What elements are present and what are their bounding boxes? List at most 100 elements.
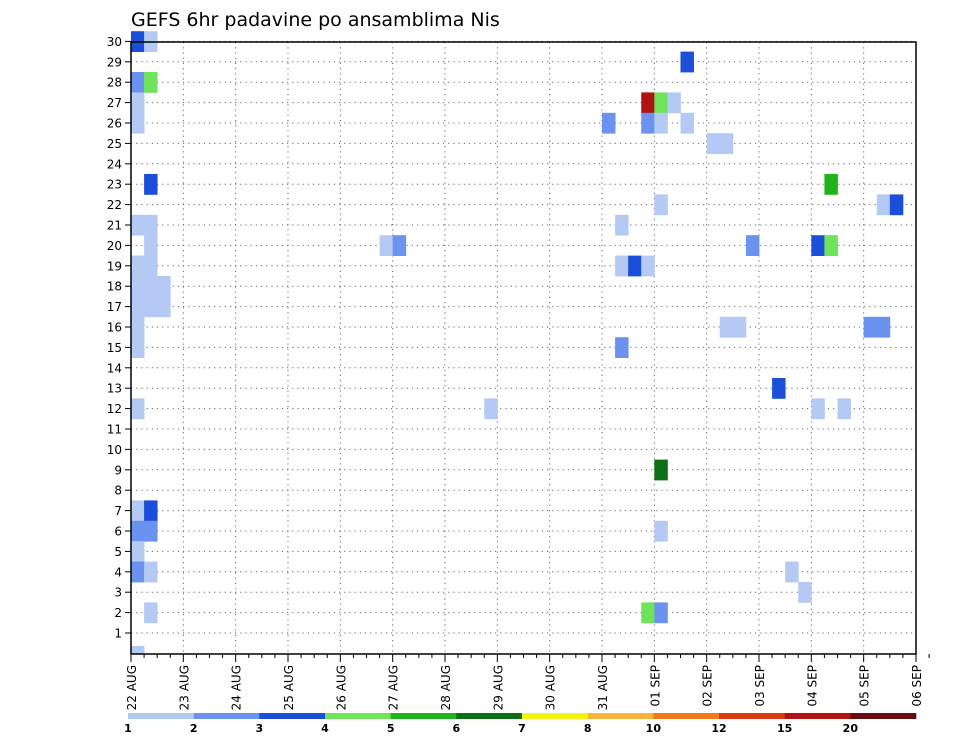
heatmap-cell (392, 235, 407, 256)
heatmap-cell (131, 296, 145, 318)
heatmap-cell (131, 561, 145, 583)
heatmap-cell (654, 112, 668, 134)
x-tick-label: 27 AUG (387, 665, 401, 710)
y-tick-label: 29 (107, 55, 122, 69)
colorbar-swatch (653, 713, 720, 719)
colorbar-swatch (784, 713, 851, 719)
y-tick-label: 12 (107, 402, 122, 416)
colorbar-swatch (850, 713, 917, 719)
heatmap-cell (654, 459, 668, 481)
y-tick-label: 22 (107, 198, 122, 212)
x-tick-label: 29 AUG (491, 665, 505, 710)
heatmap-cell (824, 235, 838, 256)
x-tick-label: 01 SEP (648, 665, 662, 707)
y-tick-label: 19 (107, 259, 122, 273)
colorbar-label: 12 (711, 722, 726, 735)
y-tick-label: 18 (107, 280, 122, 294)
heatmap-cell (641, 255, 655, 277)
y-tick-label: 14 (107, 361, 122, 375)
heatmap-cell (798, 582, 812, 603)
colorbar-swatch (128, 713, 194, 719)
heatmap-cell (837, 398, 851, 420)
heatmap-cell (889, 194, 904, 216)
heatmap-cell (615, 337, 629, 358)
y-tick-label: 10 (107, 443, 122, 457)
y-tick-label: 5 (114, 545, 122, 559)
chart-title: GEFS 6hr padavine po ansamblima Nis (131, 9, 500, 31)
colorbar-swatch (259, 713, 326, 719)
heatmap-cell (615, 214, 629, 236)
x-tick-label: 02 SEP (701, 665, 715, 707)
y-tick-label: 16 (107, 321, 122, 335)
colorbar-label: 4 (321, 722, 329, 735)
heatmap-cell (157, 296, 171, 318)
colorbar-swatch (522, 713, 588, 719)
colorbar-label: 5 (387, 722, 395, 735)
y-tick-label: 25 (107, 137, 122, 151)
y-tick-label: 17 (107, 300, 122, 314)
colorbar-label: 1 (124, 722, 132, 735)
heatmap-cell (641, 602, 655, 624)
y-tick-label: 28 (107, 76, 122, 90)
colorbar-label: 10 (646, 722, 662, 735)
heatmap-cell (131, 500, 145, 522)
colorbar-label: 6 (453, 722, 461, 735)
heatmap-cell (131, 541, 145, 562)
heatmap-cell (144, 72, 158, 93)
y-tick-label: 2 (114, 606, 122, 620)
heatmap-cell (863, 316, 878, 338)
heatmap-cell (131, 520, 145, 542)
x-tick-label: 05 SEP (858, 665, 872, 707)
heatmap-cell (144, 255, 158, 277)
y-tick-label: 20 (107, 239, 122, 253)
heatmap-cell (131, 72, 145, 93)
heatmap-cell (131, 92, 145, 114)
heatmap-cell (732, 316, 747, 338)
heatmap-cell (719, 316, 734, 338)
heatmap-cell (157, 276, 171, 297)
y-tick-label: 11 (107, 423, 122, 437)
y-tick-label: 7 (114, 504, 122, 518)
heatmap-cell (131, 398, 145, 420)
heatmap-cell (144, 520, 158, 542)
heatmap-cell (641, 92, 655, 114)
heatmap-cell (811, 398, 825, 420)
heatmap-cell (144, 500, 158, 522)
heatmap-cell (654, 520, 668, 542)
colorbar-label: 3 (256, 722, 264, 735)
heatmap-cell (615, 255, 629, 277)
heatmap-cell (654, 602, 668, 624)
colorbar-label: 15 (777, 722, 792, 735)
x-axis-ticks: 22 AUG 23 AUG 24 AUG 25 AUG 26 AUG 27 AUG 28 A… (125, 654, 930, 710)
colorbar-label: 20 (843, 722, 859, 735)
heatmap-cell (772, 378, 786, 399)
x-tick-label: 24 AUG (230, 665, 244, 710)
heatmap-cell (131, 337, 145, 358)
x-tick-label: 28 AUG (439, 665, 453, 710)
heatmap-cell (641, 112, 655, 134)
heatmap-cell (654, 194, 668, 216)
heatmap-cell (811, 235, 825, 256)
heatmap-cell (144, 235, 158, 256)
heatmap-cell (745, 235, 760, 256)
heatmap-cell (131, 276, 145, 297)
x-tick-label: 23 AUG (177, 665, 191, 710)
heatmap-cell (131, 255, 145, 277)
colorbar: 1 2 3 4 5 6 7 8 10 12 15 20 (124, 713, 917, 735)
heatmap-cell (131, 112, 145, 134)
y-tick-label: 9 (114, 463, 122, 477)
y-tick-label: 21 (107, 219, 122, 233)
heatmap-cell (628, 255, 642, 277)
x-tick-label: 04 SEP (805, 665, 819, 707)
y-tick-label: 1 (114, 627, 122, 641)
colorbar-swatch (193, 713, 260, 719)
heatmap-cell (602, 112, 616, 134)
colorbar-swatch (390, 713, 457, 719)
y-tick-label: 13 (107, 382, 122, 396)
x-tick-label: 03 SEP (753, 665, 767, 707)
x-tick-label: 30 AUG (544, 665, 558, 710)
x-tick-label: 31 AUG (596, 665, 610, 710)
y-tick-label: 8 (114, 484, 122, 498)
y-tick-label: 24 (107, 157, 122, 171)
